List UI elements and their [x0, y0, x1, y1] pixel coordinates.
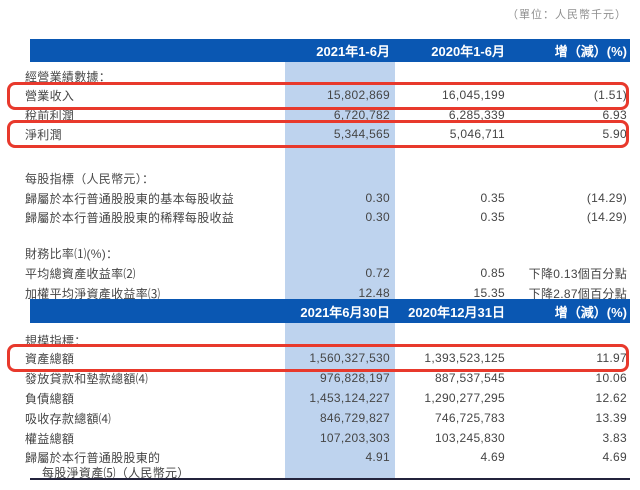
value-2020: 15.35 [473, 286, 505, 300]
value-change: (1.51) [593, 88, 627, 102]
value-2020: 746,725,783 [434, 411, 505, 425]
value-2021: 846,729,827 [319, 411, 390, 425]
row-label: 權益總額 [25, 431, 75, 446]
section-label: 每股指標（人民幣元）： [25, 171, 155, 186]
value-2020: 103,245,830 [434, 431, 505, 445]
value-change: (14.29) [586, 191, 627, 205]
header-col-change: 增（減）(%) [554, 44, 627, 59]
header-col-2020: 2020年1-6月 [431, 44, 505, 59]
value-change: 下降0.13個百分點 [528, 266, 627, 281]
table-row-diluted-eps: 歸屬於本行普通股股東的稀釋每股收益 0.30 0.35 (14.29) [25, 207, 627, 227]
row-label: 歸屬於本行普通股股東的稀釋每股收益 [25, 210, 235, 225]
highlight-box-net-profit [7, 120, 629, 148]
section-label-row: 每股指標（人民幣元）： [25, 168, 627, 188]
value-2021: 12.48 [358, 286, 390, 300]
header-col-2020-date: 2020年12月31日 [408, 304, 505, 320]
value-change: 5.90 [602, 127, 627, 141]
value-2020: 1,290,277,295 [424, 391, 505, 405]
row-label: 負債總額 [25, 391, 75, 406]
value-change: 6.93 [602, 108, 627, 122]
header-col-2021: 2021年1-6月 [316, 44, 390, 59]
value-2020: 5,046,711 [449, 127, 505, 141]
table-row-total-liabilities: 負債總額 1,453,124,227 1,290,277,295 12.62 [25, 388, 627, 408]
table-row-loans: 發放貸款和墊款總額⑷ 976,828,197 887,537,545 10.06 [25, 368, 627, 388]
value-2021: 976,828,197 [319, 371, 390, 385]
value-2020: 1,393,523,125 [424, 351, 505, 365]
table-row-roa: 平均總資產收益率⑵ 0.72 0.85 下降0.13個百分點 [25, 263, 627, 283]
value-2021: 0.30 [365, 210, 390, 224]
value-2021: 107,203,303 [319, 431, 390, 445]
row-label: 加權平均淨資產收益率⑶ [25, 286, 161, 301]
table-row-total-assets: 資產總額 1,560,327,530 1,393,523,125 11.97 [25, 348, 627, 368]
period-header-balance: 2021年6月30日 2020年12月31日 增（減）(%) [30, 299, 630, 323]
value-change: 下降2.87個百分點 [528, 286, 627, 301]
value-change: 10.06 [595, 371, 627, 385]
value-2020: 4.69 [480, 450, 505, 464]
row-label: 營業收入 [25, 88, 75, 103]
value-2020: 0.35 [480, 210, 505, 224]
section-label: 財務比率⑴(%)： [25, 246, 119, 261]
table-row-label-continuation: 每股淨資產⑸（人民幣元） [25, 464, 627, 480]
table-row-roe: 加權平均淨資產收益率⑶ 12.48 15.35 下降2.87個百分點 [25, 283, 627, 303]
table-row-basic-eps: 歸屬於本行普通股股東的基本每股收益 0.30 0.35 (14.29) [25, 188, 627, 208]
value-2021: 0.30 [365, 191, 390, 205]
value-2020: 16,045,199 [441, 88, 505, 102]
value-2021: 1,560,327,530 [309, 351, 390, 365]
row-label: 淨利潤 [25, 127, 62, 142]
highlight-box-total-assets [7, 344, 629, 372]
section-label-row: 財務比率⑴(%)： [25, 243, 627, 263]
row-label: 稅前利潤 [25, 108, 75, 123]
value-2020: 0.35 [480, 191, 505, 205]
table-row-net-profit: 淨利潤 5,344,565 5,046,711 5.90 [25, 124, 627, 144]
table-row-total-equity: 權益總額 107,203,303 103,245,830 3.83 [25, 428, 627, 448]
value-2020: 0.85 [480, 266, 505, 280]
value-2021: 1,453,124,227 [309, 391, 390, 405]
period-header-income: 2021年1-6月 2020年1-6月 增（減）(%) [30, 39, 630, 62]
header-col-2021-date: 2021年6月30日 [300, 304, 390, 320]
unit-note: （單位：人民幣千元） [507, 9, 627, 21]
value-change: (14.29) [586, 210, 627, 224]
value-change: 4.69 [602, 450, 627, 464]
section-label-row: 經營業績數據： [25, 66, 627, 86]
value-change: 11.97 [596, 351, 627, 365]
value-change: 12.62 [595, 391, 627, 405]
section-label: 經營業績數據： [25, 69, 112, 84]
table-bottom-rule [30, 478, 630, 480]
value-2020: 887,537,545 [434, 371, 505, 385]
row-label: 資產總額 [25, 351, 75, 366]
row-label: 吸收存款總額⑷ [25, 411, 112, 426]
highlight-box-revenue [7, 82, 629, 110]
table-row-net-assets-per-share: 歸屬於本行普通股股東的 4.91 4.69 4.69 [25, 447, 627, 467]
value-change: 13.39 [595, 411, 627, 425]
row-label: 發放貸款和墊款總額⑷ [25, 371, 149, 386]
value-change: 3.83 [602, 431, 627, 445]
table-row-revenue: 營業收入 15,802,869 16,045,199 (1.51) [25, 85, 627, 105]
row-label: 歸屬於本行普通股股東的 [25, 450, 161, 465]
value-2020: 6,285,339 [448, 108, 505, 122]
row-label: 平均總資產收益率⑵ [25, 266, 136, 281]
table-row-pretax-profit: 稅前利潤 6,720,782 6,285,339 6.93 [25, 105, 627, 125]
current-period-column-highlight [285, 61, 395, 479]
value-2021: 0.72 [365, 266, 390, 280]
value-2021: 4.91 [365, 450, 390, 464]
header-col-change: 增（減）(%) [554, 304, 627, 320]
row-label: 歸屬於本行普通股股東的基本每股收益 [25, 191, 235, 206]
value-2021: 15,802,869 [326, 88, 390, 102]
value-2021: 6,720,782 [333, 108, 390, 122]
row-label: 每股淨資產⑸（人民幣元） [42, 465, 190, 480]
table-row-deposits: 吸收存款總額⑷ 846,729,827 746,725,783 13.39 [25, 408, 627, 428]
value-2021: 5,344,565 [333, 127, 390, 141]
